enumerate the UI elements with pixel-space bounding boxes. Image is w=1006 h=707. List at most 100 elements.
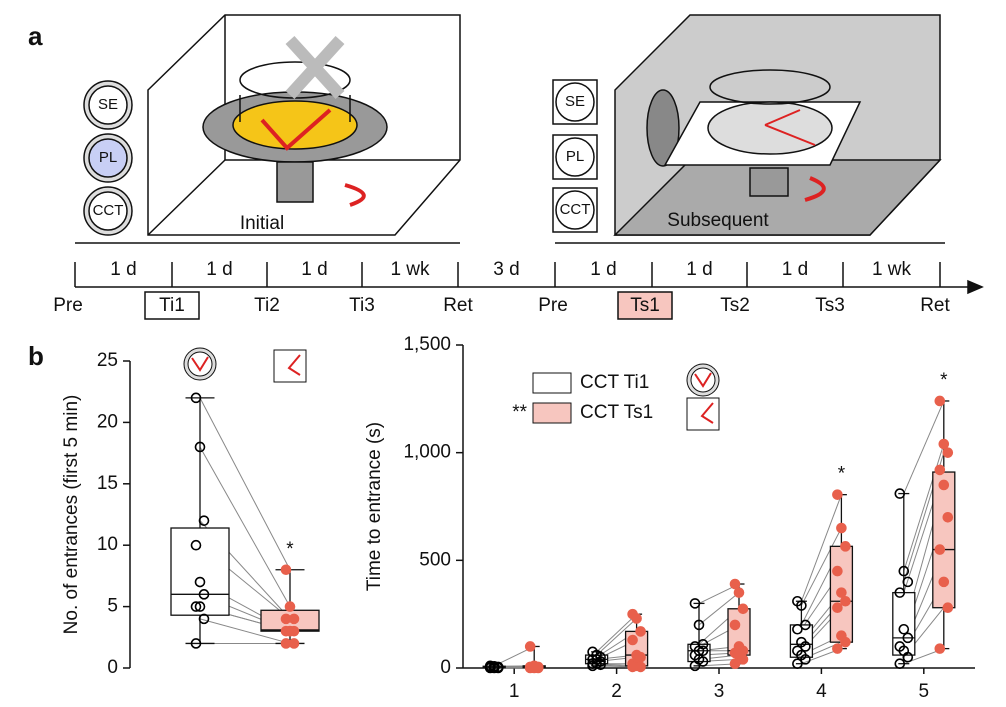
data-point bbox=[194, 576, 206, 588]
data-point bbox=[198, 589, 210, 600]
data-point bbox=[627, 661, 638, 673]
subsequent-apparatus bbox=[613, 14, 942, 236]
stage-label: Ti2 bbox=[254, 295, 280, 316]
data-point bbox=[492, 662, 504, 674]
data-point bbox=[733, 587, 745, 598]
pair-line bbox=[596, 618, 637, 656]
data-point bbox=[934, 464, 946, 476]
pair-line bbox=[199, 446, 291, 607]
data-point bbox=[800, 619, 811, 631]
data-point bbox=[840, 541, 851, 552]
icon bbox=[287, 354, 301, 376]
data-point bbox=[194, 601, 206, 612]
data-point bbox=[635, 651, 646, 663]
data-point bbox=[635, 626, 646, 637]
data-point bbox=[938, 576, 950, 588]
stage-label: Ret bbox=[920, 295, 950, 316]
data-point bbox=[595, 659, 606, 671]
icon bbox=[694, 372, 712, 388]
x-tick-label: 1 bbox=[509, 681, 520, 702]
apparatus-label: Initial bbox=[240, 213, 284, 234]
data-point bbox=[934, 643, 946, 654]
panel-label: b bbox=[28, 341, 44, 371]
data-point bbox=[689, 660, 701, 672]
y-tick-label: 1,500 bbox=[403, 334, 451, 355]
data-point bbox=[697, 656, 709, 667]
icon-label: CCT bbox=[560, 201, 591, 218]
data-point bbox=[737, 603, 749, 615]
data-point bbox=[836, 587, 847, 598]
y-tick-label: 0 bbox=[440, 657, 451, 678]
data-point bbox=[280, 613, 292, 625]
data-point bbox=[284, 625, 296, 637]
data-point bbox=[697, 645, 709, 657]
interval-label: 1 d bbox=[590, 259, 616, 280]
interval-label: 3 d bbox=[493, 259, 519, 280]
data-point bbox=[836, 522, 847, 534]
pair-line bbox=[596, 613, 637, 653]
data-point bbox=[484, 662, 496, 674]
stage-label: Pre bbox=[538, 295, 568, 316]
data-point bbox=[832, 565, 843, 577]
data-point bbox=[902, 576, 914, 588]
stage-label: Ts1 bbox=[630, 295, 660, 316]
panel-label: a bbox=[28, 21, 43, 51]
data-point bbox=[942, 602, 954, 614]
interval-label: 1 d bbox=[301, 259, 327, 280]
data-point bbox=[631, 613, 642, 624]
icon-label: CCT bbox=[93, 202, 124, 219]
data-point bbox=[190, 539, 202, 551]
data-point bbox=[938, 479, 950, 491]
interval-label: 1 wk bbox=[872, 259, 912, 280]
stage-box bbox=[144, 291, 200, 320]
data-point bbox=[689, 598, 701, 609]
y-tick-label: 15 bbox=[97, 473, 118, 494]
data-point bbox=[729, 578, 741, 590]
x-tick-label: 2 bbox=[611, 681, 622, 702]
data-point bbox=[488, 662, 500, 674]
significance: * bbox=[286, 539, 294, 560]
data-point bbox=[280, 564, 292, 576]
data-point bbox=[198, 515, 210, 526]
data-point bbox=[934, 544, 946, 555]
data-point bbox=[934, 395, 946, 407]
data-point bbox=[840, 636, 851, 648]
y-tick-label: 500 bbox=[419, 549, 451, 570]
data-point bbox=[792, 623, 803, 635]
pair-line bbox=[903, 443, 945, 572]
y-tick-label: 1,000 bbox=[403, 442, 451, 463]
icon bbox=[700, 402, 714, 424]
legend-label: CCT Ts1 bbox=[580, 402, 653, 423]
data-point bbox=[280, 638, 292, 649]
data-point bbox=[194, 441, 206, 453]
icon-label: PL bbox=[99, 149, 117, 166]
interval-label: 1 d bbox=[782, 259, 808, 280]
data-point bbox=[737, 654, 749, 665]
icon-label: SE bbox=[98, 96, 118, 113]
data-point bbox=[800, 654, 811, 665]
apparatus-label: Subsequent bbox=[667, 210, 769, 231]
interval-label: 1 d bbox=[110, 259, 136, 280]
significance: * bbox=[838, 464, 846, 485]
data-point bbox=[792, 658, 803, 669]
y-axis-label: No. of entrances (first 5 min) bbox=[61, 395, 82, 635]
data-point bbox=[587, 660, 598, 672]
data-point bbox=[898, 565, 910, 577]
data-point bbox=[894, 658, 906, 669]
x-tick-label: 5 bbox=[919, 681, 930, 702]
y-tick-label: 0 bbox=[107, 657, 118, 678]
y-axis-label: Time to entrance (s) bbox=[364, 422, 385, 591]
legend-swatch bbox=[532, 372, 572, 394]
significance: * bbox=[940, 370, 948, 391]
data-point bbox=[284, 601, 296, 612]
data-point bbox=[832, 643, 843, 654]
stage-label: Ts2 bbox=[720, 295, 750, 316]
legend-annotation: ** bbox=[512, 402, 527, 423]
data-point bbox=[524, 641, 536, 652]
icons bbox=[75, 79, 984, 295]
icon bbox=[187, 351, 213, 377]
y-tick-label: 25 bbox=[97, 350, 118, 371]
pair-line bbox=[199, 397, 291, 570]
pair-line bbox=[199, 618, 291, 644]
